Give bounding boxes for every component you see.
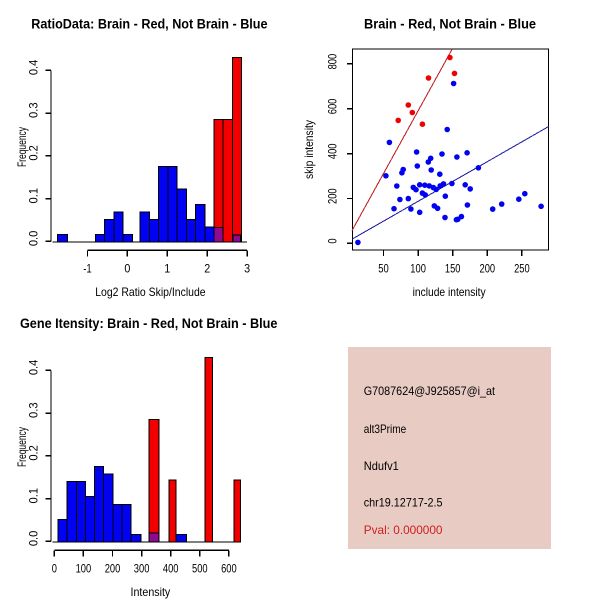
svg-text:0.0: 0.0 xyxy=(26,530,40,546)
svg-text:Gene Itensity: Brain - Red, No: Gene Itensity: Brain - Red, Not Brain - … xyxy=(20,316,278,331)
svg-text:alt3Prime: alt3Prime xyxy=(364,422,407,436)
svg-text:200: 200 xyxy=(326,188,340,204)
svg-text:Ndufv1: Ndufv1 xyxy=(364,459,399,473)
svg-text:100: 100 xyxy=(76,562,92,576)
svg-text:Frequency: Frequency xyxy=(15,127,29,167)
svg-text:0.3: 0.3 xyxy=(26,102,40,118)
svg-text:chr19.12717-2.5: chr19.12717-2.5 xyxy=(364,495,443,509)
svg-text:3: 3 xyxy=(244,262,250,276)
svg-text:0.3: 0.3 xyxy=(26,402,40,418)
svg-text:1: 1 xyxy=(164,262,170,276)
svg-text:0: 0 xyxy=(326,238,340,243)
svg-text:-1: -1 xyxy=(83,262,92,276)
svg-text:200: 200 xyxy=(105,562,121,576)
svg-text:0.4: 0.4 xyxy=(26,59,40,75)
svg-text:RatioData: Brain - Red, Not Br: RatioData: Brain - Red, Not Brain - Blue xyxy=(31,17,268,32)
svg-text:G7087624@J925857@i_at: G7087624@J925857@i_at xyxy=(364,384,496,398)
svg-text:2: 2 xyxy=(204,262,210,276)
svg-text:0.2: 0.2 xyxy=(26,145,40,161)
svg-text:150: 150 xyxy=(445,262,461,276)
svg-text:200: 200 xyxy=(480,262,496,276)
svg-text:include intensity: include intensity xyxy=(413,285,486,299)
svg-text:Intensity: Intensity xyxy=(131,585,171,599)
svg-text:0: 0 xyxy=(124,262,130,276)
svg-text:600: 600 xyxy=(326,98,340,114)
svg-text:0.1: 0.1 xyxy=(26,188,40,204)
svg-text:Log2 Ratio Skip/Include: Log2 Ratio Skip/Include xyxy=(95,285,206,299)
svg-text:0.2: 0.2 xyxy=(26,445,40,461)
svg-text:800: 800 xyxy=(326,54,340,70)
svg-text:0.0: 0.0 xyxy=(26,230,40,246)
svg-text:250: 250 xyxy=(514,262,530,276)
svg-text:0: 0 xyxy=(52,562,57,576)
svg-text:400: 400 xyxy=(163,562,179,576)
svg-text:300: 300 xyxy=(134,562,150,576)
svg-text:50: 50 xyxy=(378,262,389,276)
svg-text:600: 600 xyxy=(221,562,237,576)
svg-text:0.4: 0.4 xyxy=(26,359,40,375)
svg-text:Frequency: Frequency xyxy=(15,427,29,467)
svg-text:400: 400 xyxy=(326,143,340,159)
svg-text:skip intensity: skip intensity xyxy=(302,120,316,179)
svg-text:500: 500 xyxy=(192,562,208,576)
svg-text:Pval: 0.000000: Pval: 0.000000 xyxy=(364,523,443,537)
svg-text:0.1: 0.1 xyxy=(26,488,40,504)
svg-text:Brain - Red, Not Brain - Blue: Brain - Red, Not Brain - Blue xyxy=(364,17,536,32)
svg-text:100: 100 xyxy=(410,262,426,276)
